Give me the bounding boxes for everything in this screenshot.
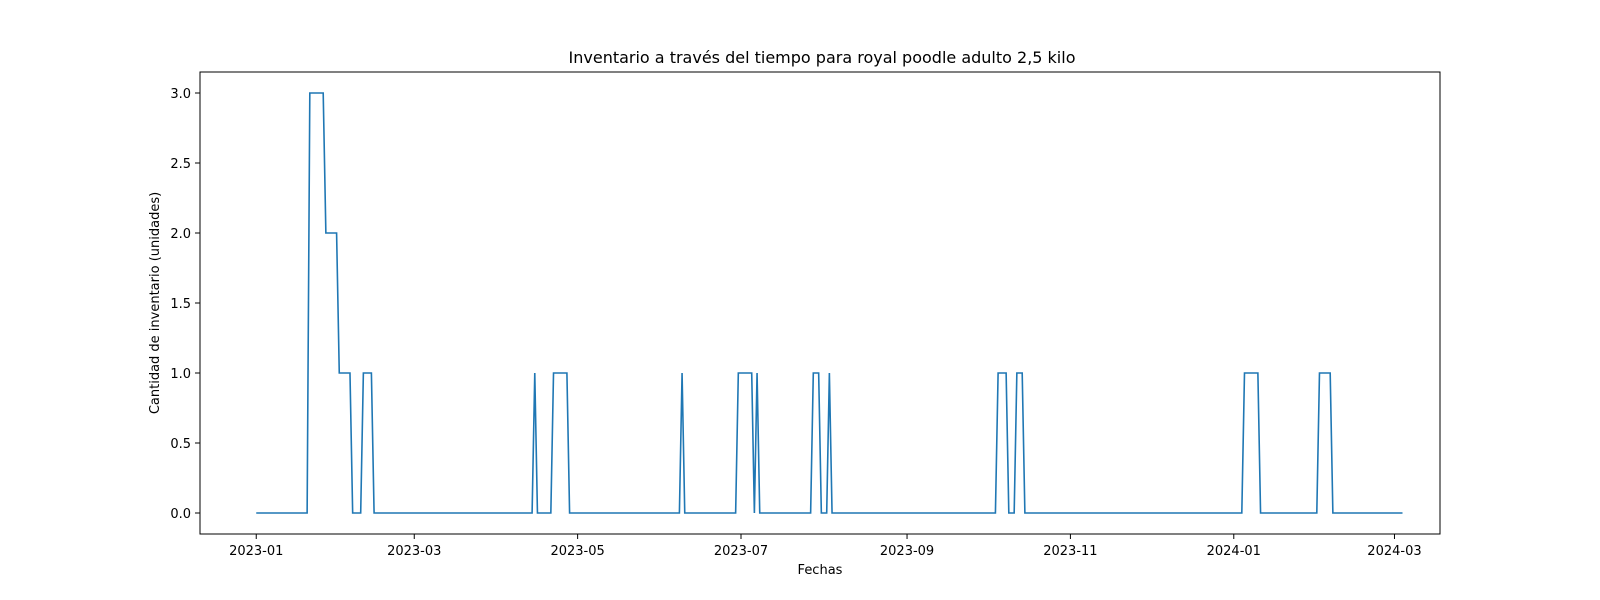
x-tick-label: 2023-03	[387, 544, 441, 559]
x-tick-label: 2023-05	[550, 544, 604, 559]
chart-title: Inventario a través del tiempo para roya…	[569, 48, 1076, 67]
x-axis-title: Fechas	[798, 563, 843, 578]
y-tick-label: 1.0	[170, 367, 191, 382]
x-axis: 2023-01 2023-03 2023-05 2023-07 2023-09 2023-…	[229, 534, 1422, 559]
y-tick-label: 0.0	[170, 507, 191, 522]
x-tick-label: 2024-03	[1367, 544, 1421, 559]
x-tick-label: 2024-01	[1207, 544, 1261, 559]
y-tick-label: 3.0	[170, 87, 191, 102]
y-tick-label: 2.0	[170, 227, 191, 242]
x-tick-label: 2023-01	[229, 544, 283, 559]
x-tick-label: 2023-11	[1043, 544, 1097, 559]
y-axis: 0.0 0.5 1.0 1.5 2.0 2.5 3.0	[170, 87, 200, 522]
y-axis-title: Cantidad de inventario (unidades)	[148, 192, 163, 414]
x-tick-label: 2023-07	[714, 544, 768, 559]
x-tick-label: 2023-09	[880, 544, 934, 559]
plot-frame	[199, 71, 1441, 535]
y-tick-label: 0.5	[170, 437, 191, 452]
series-line	[256, 92, 1403, 514]
y-tick-label: 1.5	[170, 297, 191, 312]
y-tick-label: 2.5	[170, 157, 191, 172]
